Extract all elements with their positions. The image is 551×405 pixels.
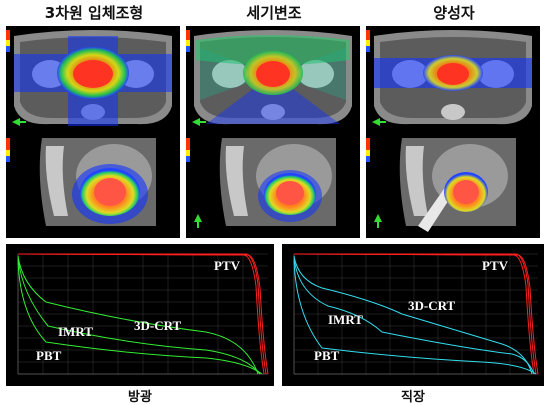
label-ptv: PTV [214, 258, 241, 273]
axial-slice [6, 30, 172, 126]
caption-bladder: 방광 [128, 390, 152, 405]
imrt-curve [293, 257, 535, 375]
header-3d-conformal: 3차원 입체조형 [44, 4, 144, 22]
label-3d-crt: 3D-CRT [408, 298, 456, 313]
label-pbt: PBT [314, 348, 340, 363]
imrt-curve [17, 257, 261, 375]
ct-panel-imrt [186, 26, 360, 238]
pbt-curve [17, 259, 263, 375]
axial-slice [366, 30, 532, 126]
dvh-chart-rectum: PTV 3D-CRT IMRT PBT [282, 244, 544, 386]
label-ptv: PTV [482, 258, 509, 273]
label-pbt: PBT [36, 348, 62, 363]
sagittal-slice [366, 138, 516, 232]
dvh-chart-bladder: PTV 3D-CRT IMRT PBT [6, 244, 274, 386]
axial-slice [186, 30, 352, 126]
label-imrt: IMRT [328, 312, 363, 327]
header-proton: 양성자 [433, 4, 475, 22]
header-imrt: 세기변조 [246, 4, 302, 22]
ct-panel-proton [366, 26, 540, 238]
ct-panel-3d-conformal [6, 26, 180, 238]
pbt-curve [293, 259, 537, 375]
caption-rectum: 직장 [401, 390, 425, 405]
label-imrt: IMRT [58, 324, 93, 339]
sagittal-slice [186, 138, 336, 228]
sagittal-slice [6, 138, 156, 226]
crt-curve [293, 255, 533, 375]
label-3d-crt: 3D-CRT [134, 318, 182, 333]
crt-curve [17, 255, 259, 375]
